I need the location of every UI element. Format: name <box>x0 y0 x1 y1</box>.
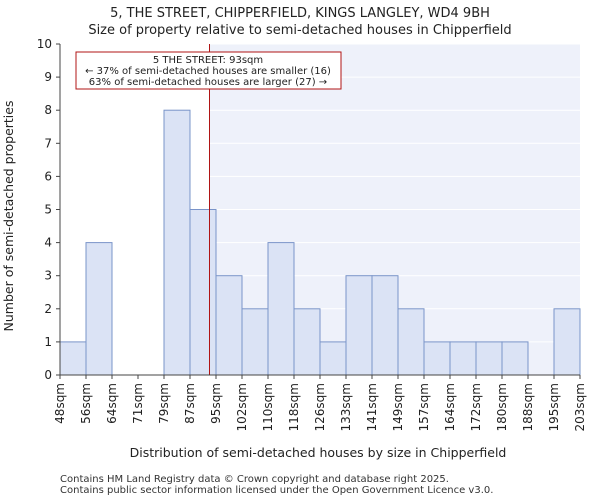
bar <box>449 341 477 376</box>
y-tick-label: 4 <box>44 236 52 250</box>
chart-subtitle: Size of property relative to semi-detach… <box>88 23 511 38</box>
y-tick-label: 6 <box>44 169 52 183</box>
x-tick-label: 48sqm <box>53 383 67 424</box>
x-tick-label: 133sqm <box>339 383 353 431</box>
x-tick-label: 195sqm <box>547 383 561 431</box>
x-tick-label: 110sqm <box>261 383 275 431</box>
bar <box>85 242 113 376</box>
bar <box>423 341 451 376</box>
bar <box>163 109 191 376</box>
x-tick-label: 157sqm <box>417 383 431 431</box>
bars <box>59 109 581 376</box>
y-tick-label: 0 <box>44 368 52 382</box>
x-tick-label: 203sqm <box>573 383 587 431</box>
bar <box>397 308 425 376</box>
x-tick-label: 149sqm <box>391 383 405 431</box>
y-tick-label: 5 <box>44 203 52 217</box>
bar <box>293 308 321 376</box>
annotation-line-2: ← 37% of semi-detached houses are smalle… <box>85 66 331 77</box>
y-tick-label: 3 <box>44 269 52 283</box>
bar <box>475 341 503 376</box>
grid <box>60 43 580 376</box>
footer-line-2: Contains public sector information licen… <box>60 485 494 496</box>
chart-title: 5, THE STREET, CHIPPERFIELD, KINGS LANGL… <box>110 6 490 21</box>
y-tick-label: 1 <box>44 335 52 349</box>
y-axis-label: Number of semi-detached properties <box>1 101 16 332</box>
x-tick-label: 102sqm <box>235 383 249 431</box>
x-tick-label: 126sqm <box>313 383 327 431</box>
x-tick-label: 79sqm <box>157 383 171 424</box>
x-axis-ticks: 48sqm 56sqm 64sqm 71sqm 79sqm 87sqm 95sqm 102sq… <box>53 375 587 431</box>
x-tick-label: 71sqm <box>131 383 145 424</box>
annotation: 5 THE STREET: 93sqm ← 37% of semi-detach… <box>75 51 342 90</box>
bar <box>267 242 295 376</box>
bar <box>59 341 87 376</box>
bar <box>319 341 347 376</box>
bar <box>501 341 529 376</box>
y-tick-label: 10 <box>37 37 52 51</box>
y-tick-label: 2 <box>44 302 52 316</box>
y-axis-ticks: 0 1 2 3 4 5 6 7 8 9 10 <box>37 37 60 382</box>
x-tick-label: 164sqm <box>443 383 457 431</box>
y-tick-label: 8 <box>44 103 52 117</box>
bar <box>215 275 243 376</box>
bar <box>553 308 581 376</box>
x-tick-label: 118sqm <box>287 383 301 431</box>
bar <box>371 275 399 376</box>
x-tick-label: 56sqm <box>79 383 93 424</box>
bar <box>189 209 217 376</box>
annotation-line-3: 63% of semi-detached houses are larger (… <box>89 77 327 88</box>
bar <box>241 308 269 376</box>
x-tick-label: 64sqm <box>105 383 119 424</box>
x-tick-label: 87sqm <box>183 383 197 424</box>
x-axis-label: Distribution of semi-detached houses by … <box>130 445 507 460</box>
footer-line-1: Contains HM Land Registry data © Crown c… <box>60 474 449 485</box>
y-tick-label: 7 <box>44 136 52 150</box>
x-tick-label: 141sqm <box>365 383 379 431</box>
annotation-box <box>75 51 342 90</box>
x-tick-label: 180sqm <box>495 383 509 431</box>
x-tick-label: 188sqm <box>521 383 535 431</box>
annotation-line-1: 5 THE STREET: 93sqm <box>153 55 263 66</box>
bar <box>345 275 373 376</box>
x-tick-label: 172sqm <box>469 383 483 431</box>
y-tick-label: 9 <box>44 70 52 84</box>
x-tick-label: 95sqm <box>209 383 223 424</box>
